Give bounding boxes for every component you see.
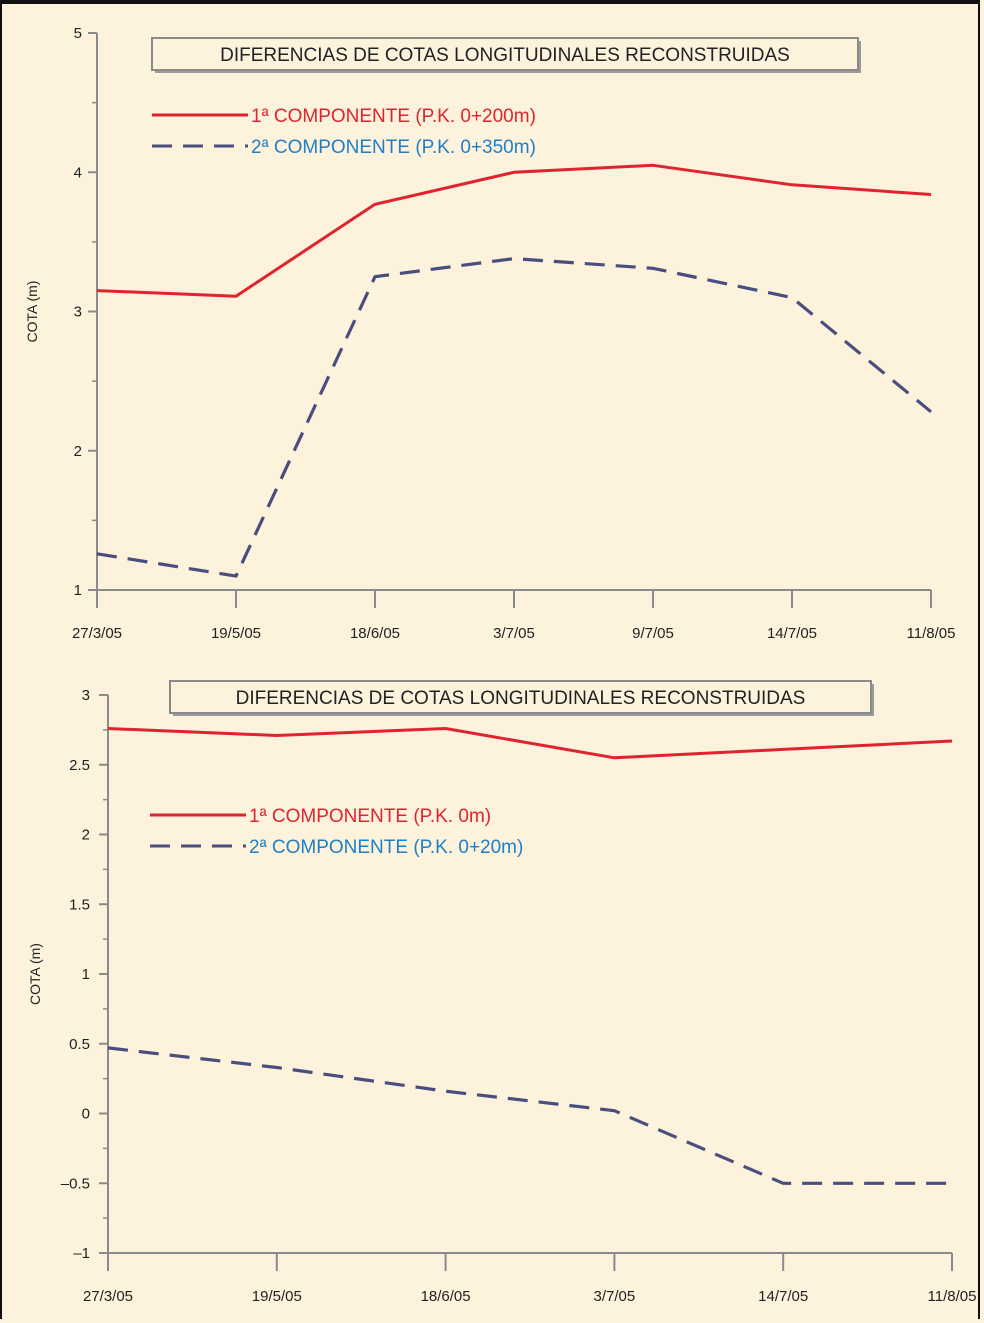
chart1-y-tick-label: 4	[74, 164, 82, 181]
chart1-y-tick-label: 3	[74, 304, 82, 321]
chart1-x-tick-label: 3/7/05	[493, 625, 535, 642]
chart1-x-tick-label: 19/5/05	[211, 625, 261, 642]
chart2-title-box	[169, 680, 872, 714]
chart2-y-tick-label: 2.5	[69, 757, 90, 774]
chart1-y-tick-label: 2	[74, 443, 82, 460]
chart2-y-tick-label: –0.5	[61, 1175, 90, 1192]
chart1-series-2-line	[96, 257, 933, 578]
chart2-series-1-line	[107, 727, 953, 760]
chart2-y-tick-label: 2	[82, 827, 90, 844]
chart2-y-tick-label: 0.5	[69, 1036, 90, 1053]
chart2-y-tick-label: 0	[82, 1106, 90, 1123]
chart1-x-tick-label: 27/3/05	[72, 625, 122, 642]
chart1-legend-label-2: 2ª COMPONENTE (P.K. 0+350m)	[251, 137, 536, 158]
chart2-x-tick-label: 3/7/05	[594, 1288, 636, 1305]
chart1-title-box	[151, 37, 859, 71]
chart2-y-tick-label: 1.5	[69, 896, 90, 913]
chart2-x-tick-label: 27/3/05	[83, 1288, 133, 1305]
chart1-y-tick-label: 5	[74, 25, 82, 42]
chart1-x-tick-label: 18/6/05	[350, 625, 400, 642]
chart2-y-tick-label: –1	[73, 1245, 90, 1262]
chart1-x-tick-label: 9/7/05	[632, 625, 674, 642]
chart1-series-1-line	[96, 163, 932, 298]
chart1-x-tick-label: 14/7/05	[767, 625, 817, 642]
chart1-x-tick-label: 11/8/05	[907, 625, 956, 642]
chart2-series-2-line	[107, 1046, 952, 1185]
chart1-legend-label-1: 1ª COMPONENTE (P.K. 0+200m)	[251, 106, 536, 127]
chart2-y-tick-label: 1	[82, 966, 90, 983]
chart2-x-tick-label: 14/7/05	[758, 1288, 808, 1305]
chart2-x-tick-label: 11/8/05	[928, 1288, 977, 1305]
chart1-title: DIFERENCIAS DE COTAS LONGITUDINALES RECO…	[220, 45, 790, 66]
chart2-x-tick-label: 18/6/05	[421, 1288, 471, 1305]
chart2-y-tick-label: 3	[82, 687, 90, 704]
chart2-title: DIFERENCIAS DE COTAS LONGITUDINALES RECO…	[236, 688, 806, 709]
chart2-legend-label-1: 1ª COMPONENTE (P.K. 0m)	[249, 806, 491, 827]
chart2-legend-label-2: 2ª COMPONENTE (P.K. 0+20m)	[249, 837, 523, 858]
chart1-y-tick-label: 1	[74, 582, 82, 599]
chart2-y-axis-title: COTA (m)	[27, 943, 43, 1005]
chart1-y-axis-title: COTA (m)	[24, 281, 40, 343]
chart2-x-tick-label: 19/5/05	[252, 1288, 302, 1305]
